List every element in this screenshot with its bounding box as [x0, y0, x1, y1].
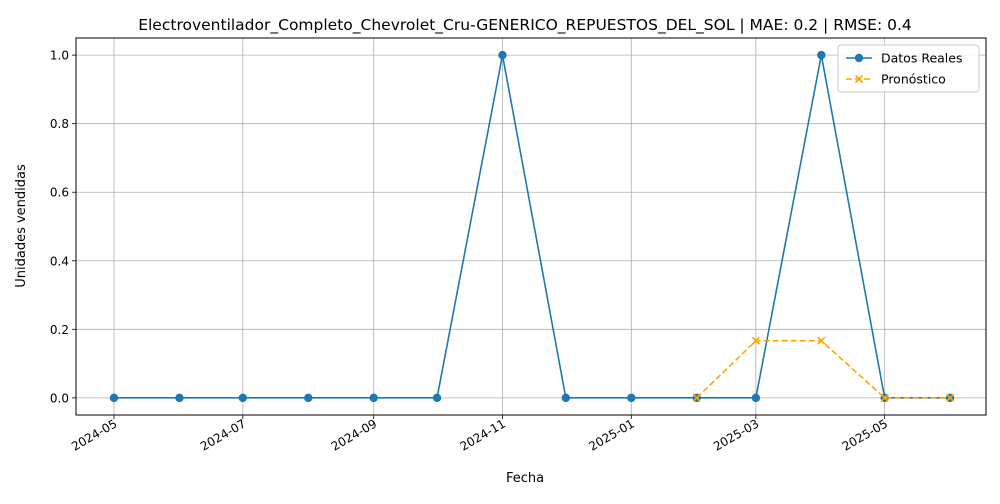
- plot-frame: [75, 37, 987, 416]
- y-tick-label: 0.8: [50, 117, 69, 131]
- legend-marker: [854, 53, 864, 63]
- data-point-0-8: [627, 393, 636, 403]
- x-tick-label: 2024-09: [329, 416, 379, 453]
- x-tick-label: 2025-05: [840, 416, 890, 453]
- data-point-1-3: [880, 393, 889, 402]
- y-axis: 0.0 0.2 0.4 0.6 0.8 1.0: [50, 49, 76, 405]
- x-marker-stroke: [880, 393, 889, 402]
- y-tick-label: 0.0: [50, 391, 69, 405]
- x-tick-label: 2025-01: [586, 416, 636, 453]
- chart-title: Electroventilador_Completo_Chevrolet_Cru…: [138, 16, 912, 35]
- data-point-0-1: [175, 393, 184, 403]
- data-point-0-0: [109, 393, 119, 403]
- y-tick-label: 0.2: [50, 323, 69, 337]
- legend-label: Datos Reales: [881, 51, 962, 66]
- series-layer: [109, 50, 955, 403]
- x-tick-label: 2024-07: [198, 416, 248, 453]
- legend-marker: [854, 74, 864, 84]
- y-axis-label: Unidades vendidas: [14, 164, 29, 288]
- data-point-0-5: [432, 393, 442, 403]
- data-point-0-4: [369, 393, 378, 403]
- x-axis: 2024-05 2024-07 2024-09 2024-11 2025-01 2025-…: [69, 415, 890, 454]
- data-point-0-3: [304, 393, 313, 403]
- x-marker-stroke: [692, 393, 701, 402]
- data-point-1-1: [751, 336, 760, 345]
- x-marker-stroke: [817, 336, 826, 345]
- data-point-0-11: [817, 50, 826, 60]
- legend-entry: Datos Reales: [846, 51, 962, 66]
- data-point-1-2: [817, 336, 826, 345]
- legend-label: Pronóstico: [881, 72, 946, 87]
- legend-box: [837, 44, 980, 93]
- data-point-0-10: [751, 393, 761, 403]
- x-marker-stroke: [854, 74, 864, 84]
- data-point-0-6: [498, 50, 507, 60]
- data-point-1-4: [946, 393, 955, 402]
- data-point-0-2: [238, 393, 247, 403]
- y-tick-label: 0.4: [50, 254, 69, 268]
- y-tick-label: 0.6: [50, 186, 69, 200]
- data-point-1-0: [692, 393, 701, 402]
- x-marker-stroke: [946, 393, 955, 402]
- legend-entry: Pronóstico: [846, 72, 946, 87]
- y-tick-label: 1.0: [50, 49, 69, 63]
- grid: [76, 38, 986, 415]
- x-tick-label: 2025-03: [711, 416, 761, 453]
- legend: Datos Reales Pronóstico: [837, 44, 980, 93]
- x-marker-stroke: [751, 336, 760, 345]
- series-line-1: [696, 339, 951, 399]
- data-point-0-7: [561, 393, 571, 403]
- x-tick-label: 2024-05: [69, 416, 119, 453]
- series-line-0: [114, 54, 951, 399]
- x-axis-label: Fecha: [506, 471, 544, 486]
- x-tick-label: 2024-11: [458, 416, 508, 453]
